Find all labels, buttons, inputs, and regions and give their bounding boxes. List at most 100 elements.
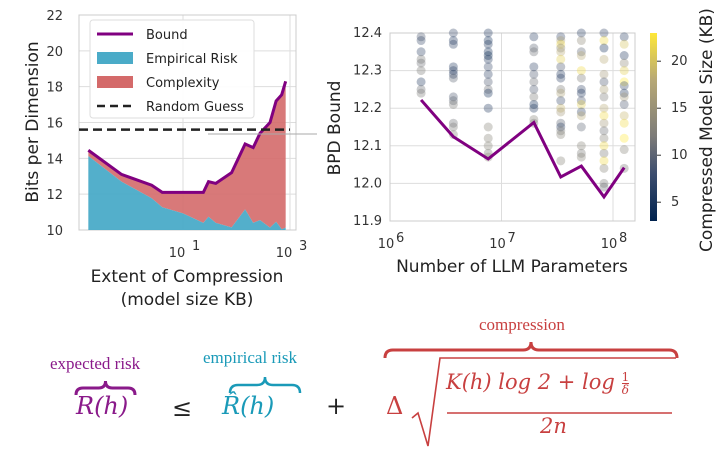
scatter-point [619, 92, 629, 102]
x-tick-label: 10 [378, 237, 395, 252]
scatter-point [619, 81, 629, 91]
empirical-risk-brace [228, 376, 302, 394]
scatter-point [483, 36, 493, 46]
scatter-point [619, 58, 629, 68]
y-tick-label: 12 [46, 188, 63, 203]
scatter-point [448, 36, 458, 46]
scatter-point [576, 141, 586, 151]
legend-label: Bound [146, 28, 188, 43]
x-tick-exponent: 3 [299, 239, 307, 254]
frac-num: 1 [621, 370, 630, 384]
scatter-point [448, 39, 458, 49]
colorbar-tick-label: 10 [671, 148, 688, 163]
x-axis-label: Number of LLM Parameters [396, 257, 628, 277]
scatter-point [599, 84, 609, 94]
scatter-point [556, 118, 566, 128]
scatter-point [576, 111, 586, 121]
bpd-vs-parameters-chart: 11.912.012.112.212.312.410 6 10 7 10 85101520… [325, 8, 717, 277]
y-tick-label: 16 [46, 117, 63, 132]
empirical-risk-term: R̂(h) [222, 392, 275, 420]
scatter-point [416, 36, 426, 46]
complexity-area [88, 81, 286, 230]
scatter-point [619, 77, 629, 87]
scatter-point [416, 77, 426, 87]
colorbar-label: Compressed Model Size (KB) [697, 8, 717, 252]
y-tick-label: 10 [46, 224, 63, 239]
scatter-point [599, 111, 609, 121]
y-tick-label: 18 [46, 81, 63, 96]
scatter-point [619, 99, 629, 109]
scatter-point [448, 118, 458, 128]
scatter-point [599, 118, 609, 128]
scatter-point [619, 51, 629, 61]
scatter-point [599, 141, 609, 151]
scatter-point [556, 32, 566, 42]
scatter-point [576, 47, 586, 57]
scatter-point [576, 73, 586, 83]
scatter-point [448, 92, 458, 102]
scatter-point [619, 39, 629, 49]
scatter-point [599, 133, 609, 143]
scatter-point [529, 84, 539, 94]
scatter-point [416, 66, 426, 76]
y-tick-label: 22 [46, 9, 63, 24]
scatter-point [529, 99, 539, 109]
scatter-point [556, 122, 566, 132]
x-tick-exponent: 8 [619, 231, 627, 246]
scatter-point [448, 122, 458, 132]
y-tick-label: 14 [46, 152, 63, 167]
x-axis-label-units: (model size KB) [121, 290, 254, 310]
scatter-point [556, 156, 566, 166]
scatter-point [599, 182, 609, 192]
scatter-point [556, 126, 566, 136]
scatter-point [599, 77, 609, 87]
plus-symbol: + [326, 392, 347, 420]
scatter-point [529, 77, 539, 87]
legend-label: Complexity [146, 76, 220, 91]
scatter-point [529, 92, 539, 102]
scatter-point [416, 84, 426, 94]
scatter-point [599, 28, 609, 38]
scatter-point [576, 28, 586, 38]
y-tick-label: 12.3 [353, 64, 382, 79]
scatter-point [576, 122, 586, 132]
delta-symbol: Δ [386, 392, 404, 420]
scatter-point [483, 122, 493, 132]
scatter-point [556, 54, 566, 64]
scatter-point [556, 39, 566, 49]
scatter-point [529, 32, 539, 42]
scatter-point [483, 62, 493, 72]
x-tick-exponent: 7 [508, 231, 516, 246]
scatter-point [576, 107, 586, 117]
scatter-point [448, 69, 458, 79]
scatter-point [529, 62, 539, 72]
scatter-point [483, 88, 493, 98]
scatter-point [556, 47, 566, 57]
empirical-risk-label: empirical risk [203, 348, 297, 367]
scatter-point [448, 96, 458, 106]
expected-risk-label: expected risk [50, 354, 141, 373]
x-tick-exponent: 1 [192, 239, 200, 254]
scatter-point [448, 62, 458, 72]
scatter-point [576, 96, 586, 106]
scatter-point [483, 77, 493, 87]
expected-risk-brace [74, 380, 137, 396]
x-axis-label: Extent of Compression [91, 267, 284, 287]
scatter-point [483, 51, 493, 61]
scatter-point [556, 88, 566, 98]
scatter-point [599, 69, 609, 79]
scatter-point [416, 58, 426, 68]
y-axis-label: Bits per Dimension [23, 41, 43, 202]
scatter-point [576, 88, 586, 98]
scatter-point [483, 133, 493, 143]
scatter-point [483, 84, 493, 94]
scatter-point [619, 118, 629, 128]
scatter-point [576, 84, 586, 94]
scatter-point [619, 32, 629, 42]
x-tick-label: 10 [276, 246, 293, 261]
x-tick-label: 10 [601, 237, 618, 252]
sqrt-radical [411, 357, 676, 447]
colorbar-tick-label: 5 [671, 195, 679, 210]
expected-risk-term: R(h) [76, 392, 129, 420]
